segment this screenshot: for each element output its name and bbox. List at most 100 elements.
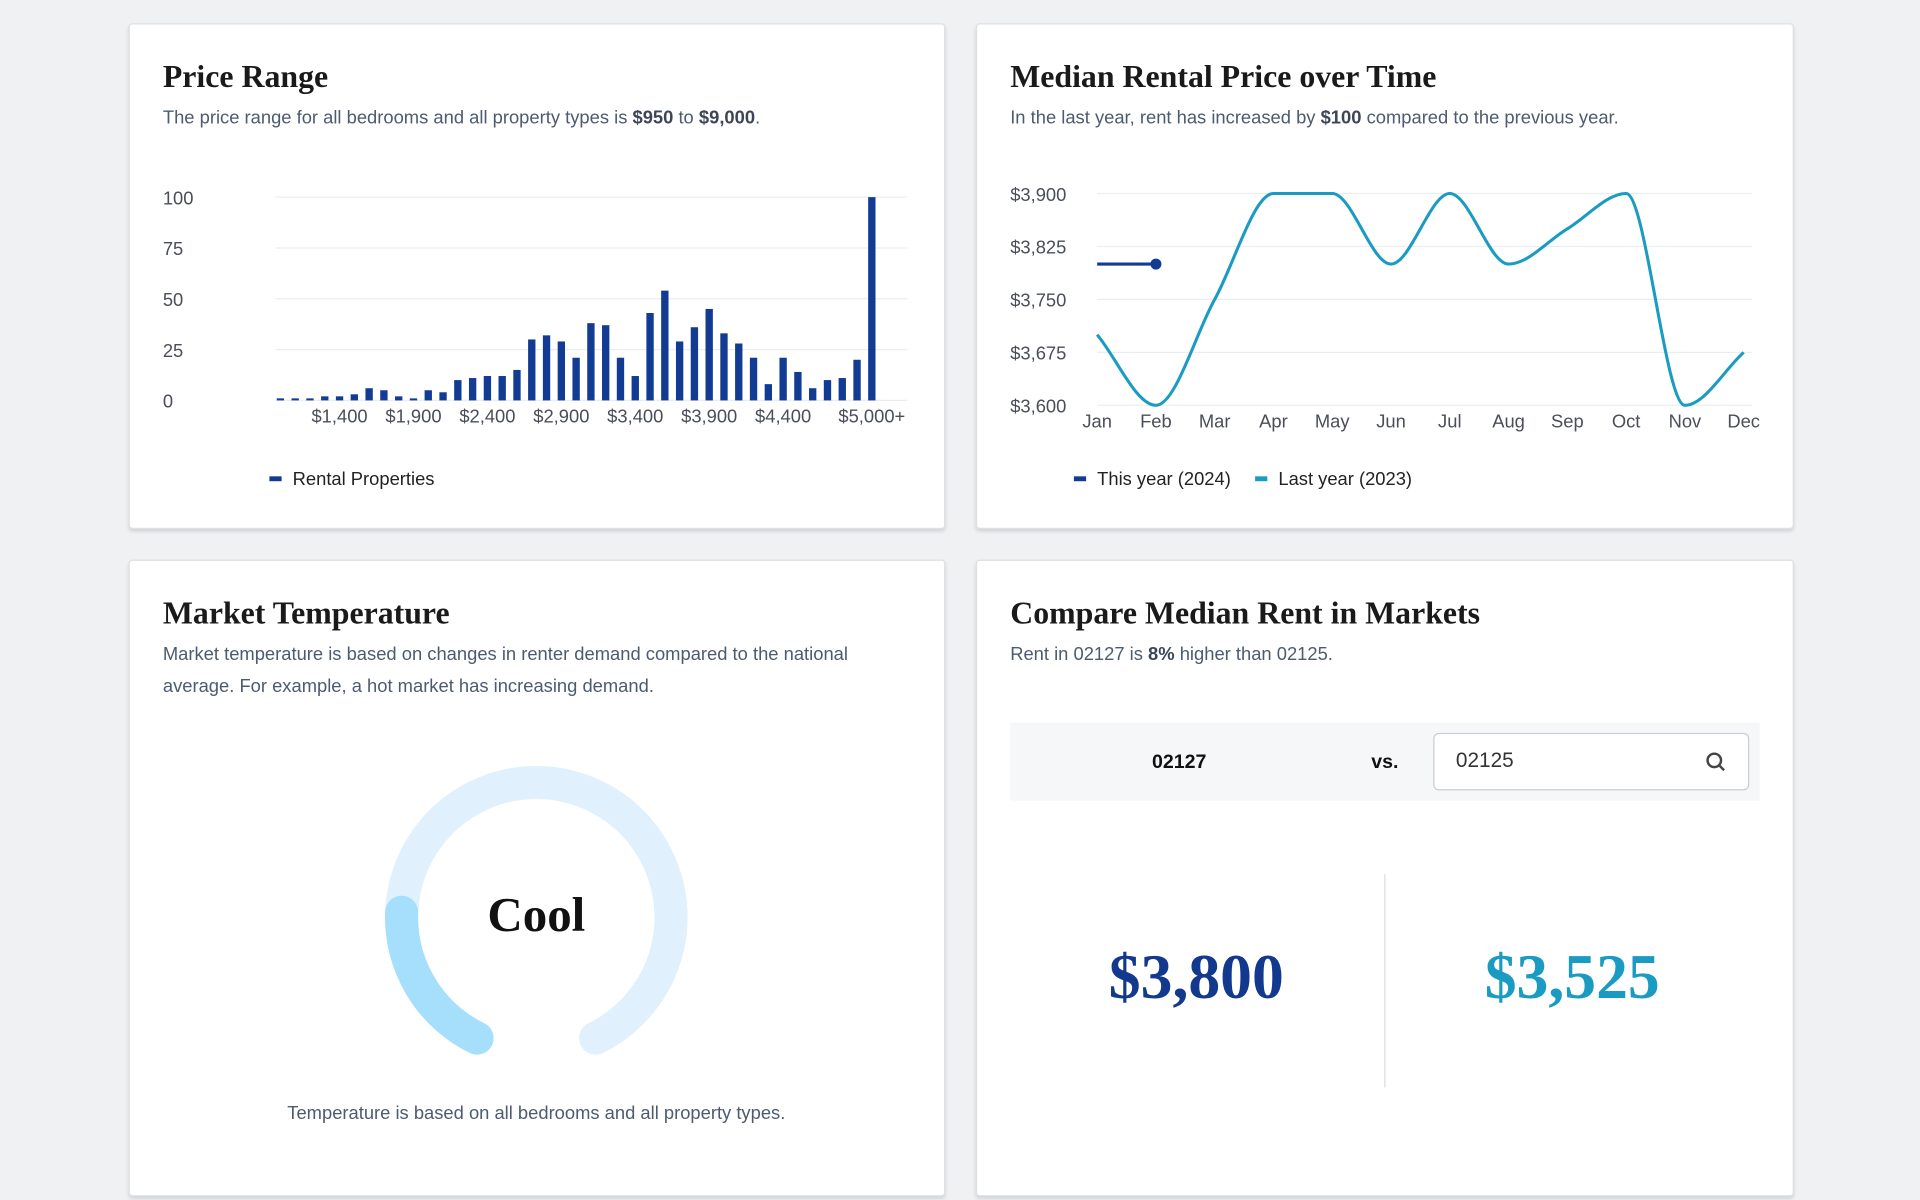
legend-label: This year (2024) [1097,468,1231,489]
text: higher than 02125. [1174,644,1333,665]
bar [779,357,787,401]
y-tick-label: $3,900 [1010,184,1066,205]
x-tick-label: $2,400 [459,405,515,426]
x-tick-label: $3,400 [607,405,663,426]
x-tick-label: May [1315,410,1351,431]
x-tick-label: Jan [1082,410,1112,431]
card-title: Median Rental Price over Time [1010,58,1437,95]
x-tick-label: Mar [1199,410,1231,431]
bar [675,341,684,401]
x-tick-label: Oct [1612,410,1641,431]
bar [542,335,551,401]
bar [616,357,625,401]
text: . [755,107,761,129]
rental-price-card: Median Rental Price over Time In the las… [975,23,1794,529]
card-subtitle: The price range for all bedrooms and all… [163,103,760,135]
bar [395,396,403,401]
search-input-value[interactable]: 02125 [1456,749,1514,772]
x-tick-label: Aug [1492,410,1525,431]
text: 8% [1148,644,1175,665]
bar [335,396,344,401]
y-tick-label: 0 [163,391,173,412]
bar [454,380,462,401]
y-tick-label: 50 [163,289,183,310]
search-icon[interactable] [1706,752,1725,772]
market-temperature-card: Market Temperature Market temperature is… [128,559,946,1197]
bar [735,343,743,401]
bar [720,333,728,401]
price-a: $3,800 [1109,941,1284,1012]
card-subtitle: Market temperature is based on changes i… [162,644,848,697]
card-title: Price Range [162,58,329,95]
bar [602,325,610,401]
bar [350,394,359,401]
x-tick-label: $3,900 [681,405,737,426]
gauge: Cool Temperature is based on all bedroom… [287,766,785,1123]
search-input[interactable] [1433,732,1750,791]
line-series [1095,191,1745,407]
bar [823,380,832,401]
market-a: 02127 [1152,751,1207,773]
y-tick-label: 25 [163,340,183,361]
bar [528,339,536,401]
price-b: $3,525 [1485,941,1660,1012]
vs-label: vs. [1371,751,1398,773]
y-tick-label: $3,675 [1010,343,1066,364]
bar [409,398,418,401]
text: Rent in 02127 is [1010,644,1149,665]
x-tick-label: Sep [1551,410,1584,431]
x-tick-label: Feb [1140,410,1172,431]
bar [439,392,447,401]
card-title: Compare Median Rent in Markets [1010,595,1481,631]
bar [764,384,773,401]
temperature-level: Cool [487,887,585,942]
bar [380,390,388,401]
histogram: 0 25 50 75 100 $1,400 $1,900 $2,400 $2,900 $3,400… [163,187,908,489]
bar [468,378,477,401]
line-chart: $3,600 $3,675 $3,750 $3,825 $3,900 Jan Feb Mar A… [1010,184,1760,489]
bar [587,323,595,401]
card-subtitle: In the last year, rent has increased by … [1010,103,1619,135]
line-end-marker [1150,258,1162,270]
bar [498,376,506,401]
legend-label: Last year (2023) [1278,468,1412,489]
bar [424,390,432,401]
card-title: Market Temperature [162,595,450,631]
legend-swatch [1073,476,1087,482]
bar [276,398,285,401]
text: $100 [1320,107,1362,129]
y-tick-label: $3,600 [1010,396,1066,417]
bar [646,313,654,401]
compare-card: Compare Median Rent in Markets Rent in 0… [975,559,1794,1197]
bar [572,357,580,401]
bar [365,388,373,401]
bar [809,388,817,401]
y-tick-label: 100 [163,187,194,208]
card-subtitle: Rent in 02127 is 8% higher than 02125. [1010,639,1333,671]
text: In the last year, rent has increased by [1010,107,1321,129]
x-tick-label: Apr [1259,410,1288,431]
x-tick-label: $5,000+ [838,405,905,426]
bar [661,290,669,401]
bar [838,378,846,401]
bar [306,398,314,401]
bar [868,197,876,401]
x-tick-label: Jul [1438,410,1461,431]
x-tick-label: $1,900 [385,405,441,426]
text: to [673,107,699,129]
x-tick-label: Dec [1727,410,1760,431]
x-tick-label: $4,400 [755,405,811,426]
y-tick-label: $3,750 [1010,290,1066,311]
bar [557,341,566,401]
legend-swatch [269,476,282,482]
text: $9,000 [698,107,756,129]
legend-label: Rental Properties [293,468,435,489]
gauge-fill [385,895,494,1055]
x-tick-label: Jun [1376,410,1406,431]
text: compared to the previous year. [1361,107,1619,129]
y-tick-label: 75 [163,238,183,259]
text: The price range for all bedrooms and all… [162,107,633,129]
bar [853,359,861,401]
bar [513,369,521,401]
bar [631,376,639,401]
